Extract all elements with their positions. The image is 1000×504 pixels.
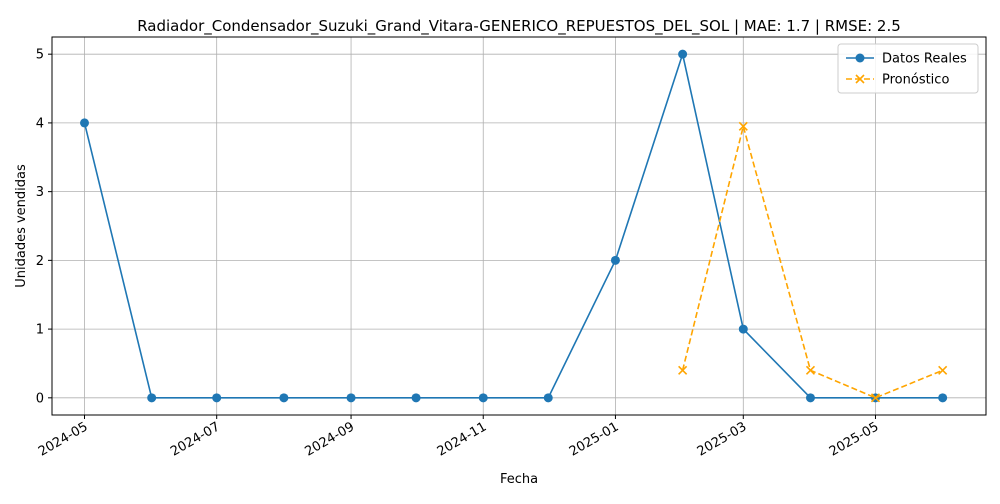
marker-stroke [855, 74, 865, 84]
series-line-1 [83, 51, 943, 399]
y-tick-label: 3 [36, 185, 44, 200]
x-tick-label: 2024-07 [168, 419, 223, 459]
x-tick-label: 2024-05 [36, 419, 91, 459]
y-tick-label: 1 [36, 323, 44, 338]
marker-stroke [678, 365, 688, 375]
x-tick-label: 2025-03 [695, 419, 750, 459]
series-line-2 [681, 123, 943, 399]
chart-title: Radiador_Condensador_Suzuki_Grand_Vitara… [137, 17, 901, 36]
legend-marker-2 [855, 74, 865, 84]
y-tick-label: 4 [36, 116, 44, 131]
marker-stroke [805, 365, 816, 375]
legend: Datos Reales Pronóstico [837, 43, 979, 94]
data-point-series-1 [610, 255, 620, 265]
y-axis-label: Unidades vendidas [14, 164, 29, 288]
x-tick-label: 2024-11 [435, 419, 490, 459]
data-point-series-1 [147, 393, 157, 403]
marker-stroke [870, 393, 881, 403]
data-point-series-1 [543, 393, 553, 403]
grid-layer [52, 37, 986, 415]
y-tick-label: 0 [36, 391, 44, 406]
plot-frame [51, 36, 987, 416]
data-point-series-1 [738, 324, 748, 334]
data-point-series-1 [346, 393, 356, 403]
legend-label-2: Pronóstico [882, 73, 949, 88]
data-point-series-1 [678, 49, 688, 59]
x-tick-label: 2025-01 [567, 419, 622, 459]
data-point-series-1 [938, 393, 948, 403]
series-layer [80, 49, 948, 403]
y-tick-label: 5 [36, 48, 44, 63]
data-point-series-2 [805, 365, 816, 375]
data-point-series-2 [870, 393, 881, 403]
marker-stroke [738, 121, 748, 131]
data-point-series-1 [279, 393, 289, 403]
x-axis-label: Fecha [500, 472, 538, 487]
data-point-series-2 [938, 365, 948, 375]
marker-stroke [938, 365, 948, 375]
legend-label-1: Datos Reales [882, 52, 967, 67]
data-point-series-1 [411, 393, 421, 403]
data-point-series-1 [805, 393, 815, 403]
y-tick-label: 2 [36, 254, 44, 269]
data-point-series-1 [80, 118, 90, 128]
data-point-series-2 [738, 121, 748, 131]
legend-box [837, 43, 979, 94]
data-point-series-2 [678, 365, 688, 375]
legend-marker-1 [855, 53, 865, 63]
x-tick-label: 2025-05 [827, 419, 882, 459]
data-point-series-1 [478, 393, 488, 403]
data-point-series-1 [212, 393, 222, 403]
x-tick-label: 2024-09 [303, 419, 358, 459]
